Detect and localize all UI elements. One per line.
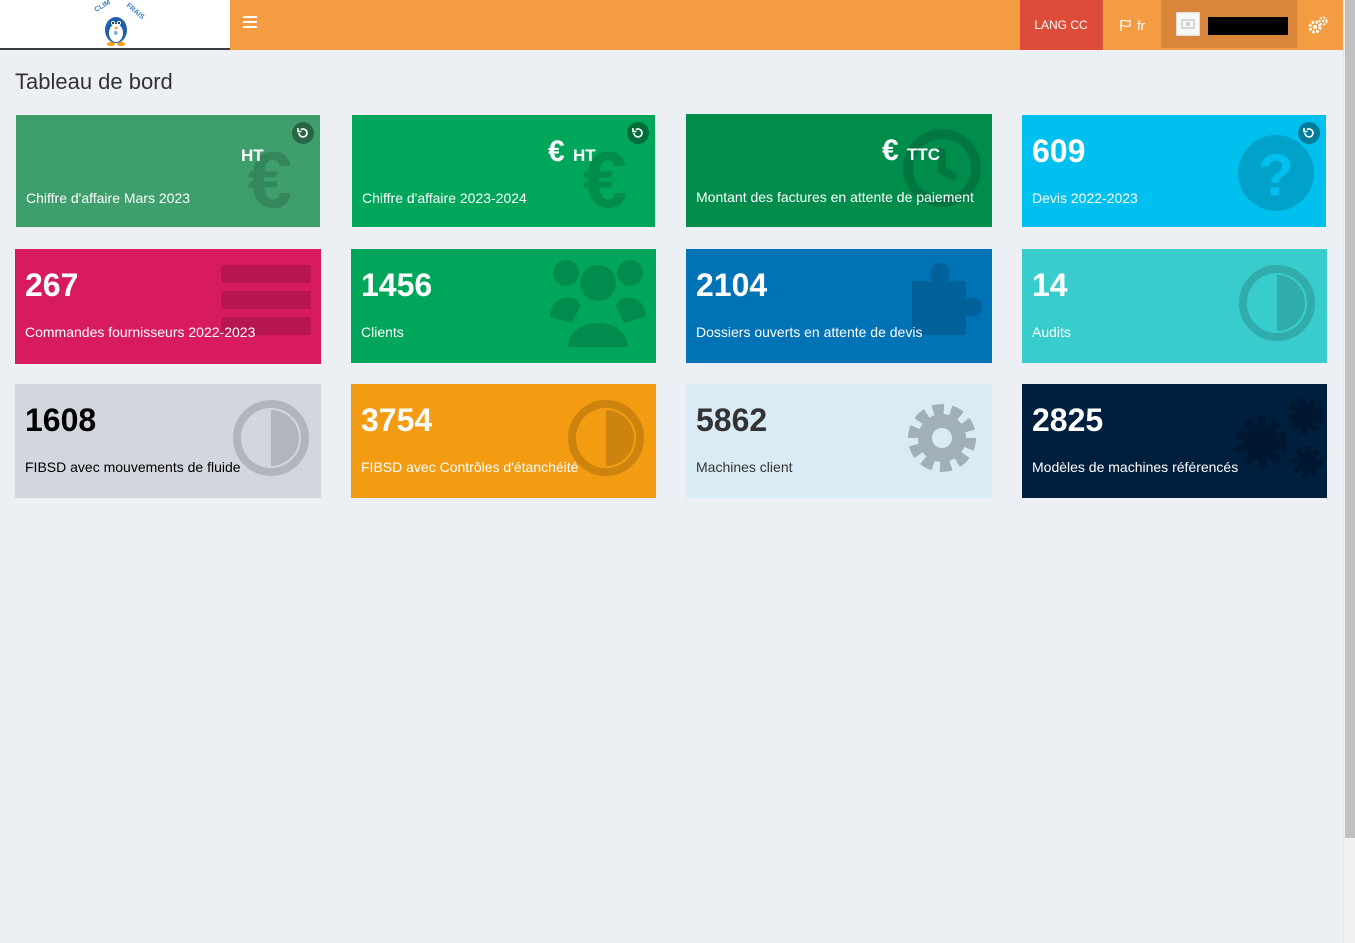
puzzle-piece-icon — [912, 263, 982, 335]
settings-gears-icon[interactable] — [1306, 14, 1330, 36]
adjust-icon — [568, 400, 644, 476]
user-avatar — [1176, 12, 1200, 36]
audits-count: 14 — [1032, 267, 1068, 303]
adjust-icon — [1239, 265, 1315, 341]
revenue-year-box[interactable]: € HT € Chiffre d'affaire 2023-2024 — [352, 115, 655, 227]
svg-text:€: € — [583, 137, 628, 217]
scrollbar-thumb[interactable] — [1345, 0, 1355, 838]
machines-client-count: 5862 — [696, 402, 768, 438]
top-navbar: ❄ CLIM FRAIS LANG CC fr — [0, 0, 1343, 50]
flag-icon — [1120, 19, 1131, 31]
dossiers-box[interactable]: 2104 Dossiers ouverts en attente de devi… — [686, 249, 992, 363]
devis-label: Devis 2022-2023 — [1032, 190, 1138, 206]
gears-icon — [1235, 397, 1324, 478]
question-circle-icon: ? — [1238, 135, 1314, 211]
refresh-icon[interactable] — [1298, 122, 1320, 144]
users-icon — [550, 260, 646, 347]
sidebar-toggle-icon[interactable] — [243, 16, 257, 30]
fibsd-fluide-label: FIBSD avec mouvements de fluide — [25, 459, 241, 475]
logo-container[interactable]: ❄ CLIM FRAIS — [0, 0, 230, 50]
svg-text:?: ? — [1258, 143, 1293, 208]
svg-text:FRAIS: FRAIS — [125, 2, 146, 21]
dossiers-label: Dossiers ouverts en attente de devis — [696, 324, 923, 340]
supplier-orders-box[interactable]: 267 Commandes fournisseurs 2022-2023 — [15, 249, 321, 364]
invoices-label: Montant des factures en attente de paiem… — [696, 189, 974, 205]
adjust-icon — [233, 400, 309, 476]
revenue-year-label: Chiffre d'affaire 2023-2024 — [362, 190, 527, 206]
fibsd-etancheite-box[interactable]: 3754 FIBSD avec Contrôles d'étanchéité — [351, 384, 656, 498]
clock-icon — [903, 129, 981, 207]
page-title: Tableau de bord — [15, 69, 173, 94]
gear-icon — [908, 404, 976, 472]
page-scrollbar[interactable] — [1343, 0, 1355, 943]
revenue-month-label: Chiffre d'affaire Mars 2023 — [26, 190, 191, 206]
euro-icon: € — [248, 137, 293, 217]
svg-text:€: € — [248, 137, 293, 217]
devis-box[interactable]: 609 ? Devis 2022-2023 — [1022, 115, 1326, 227]
fibsd-fluide-count: 1608 — [25, 402, 97, 438]
refresh-icon[interactable] — [292, 122, 314, 144]
clients-count: 1456 — [361, 267, 433, 303]
user-menu[interactable] — [1161, 0, 1297, 48]
fibsd-fluide-box[interactable]: 1608 FIBSD avec mouvements de fluide — [15, 384, 321, 498]
revenue-month-value: HT — [241, 146, 264, 165]
revenue-month-box[interactable]: HT € Chiffre d'affaire Mars 2023 — [16, 115, 320, 227]
supplier-orders-label: Commandes fournisseurs 2022-2023 — [25, 324, 256, 340]
machine-models-count: 2825 — [1032, 402, 1104, 438]
clients-label: Clients — [361, 324, 404, 340]
refresh-icon[interactable] — [627, 122, 649, 144]
language-label: fr — [1137, 17, 1145, 33]
language-selector[interactable]: fr — [1103, 0, 1161, 50]
machines-client-box[interactable]: 5862 Machines client — [686, 384, 992, 498]
supplier-orders-count: 267 — [25, 267, 79, 303]
devis-count: 609 — [1032, 133, 1086, 169]
invoices-value: € TTC — [882, 134, 941, 167]
dossiers-count: 2104 — [696, 267, 768, 303]
brand-logo: ❄ CLIM FRAIS — [94, 0, 146, 46]
fibsd-etancheite-count: 3754 — [361, 402, 433, 438]
machine-models-label: Modèles de machines référencés — [1032, 459, 1239, 475]
fibsd-etancheite-label: FIBSD avec Contrôles d'étanchéité — [361, 459, 579, 475]
euro-icon: € — [583, 137, 628, 217]
server-icon — [221, 265, 311, 335]
user-name-redacted — [1208, 17, 1288, 35]
machine-models-box[interactable]: 2825 Modèles de machines référencés — [1022, 384, 1327, 498]
clients-box[interactable]: 1456 Clients — [351, 249, 656, 363]
svg-text:❄: ❄ — [113, 30, 118, 37]
invoices-box[interactable]: € TTC Montant des factures en attente de… — [686, 114, 992, 227]
lang-cc-button[interactable]: LANG CC — [1020, 0, 1103, 50]
audits-label: Audits — [1032, 324, 1071, 340]
audits-box[interactable]: 14 Audits — [1022, 249, 1327, 363]
revenue-year-value: € HT — [548, 135, 596, 168]
svg-text:CLIM: CLIM — [94, 0, 112, 14]
machines-client-label: Machines client — [696, 459, 793, 475]
